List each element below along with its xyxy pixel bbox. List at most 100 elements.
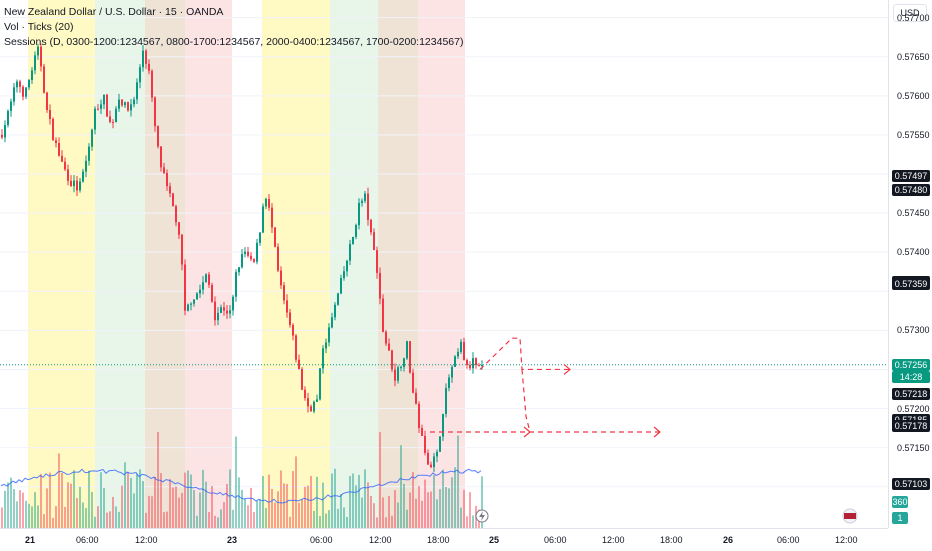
candle-body: [430, 464, 432, 468]
volume-bar: [412, 472, 414, 528]
volume-bar: [115, 506, 117, 528]
volume-bar: [61, 472, 63, 528]
candle-body: [31, 70, 33, 81]
candle-body: [367, 193, 369, 220]
candle-body: [61, 155, 63, 162]
volume-bar: [355, 485, 357, 528]
candle-body: [328, 327, 330, 343]
currency-selector[interactable]: USD: [893, 4, 927, 22]
candle-body: [376, 250, 378, 273]
volume-bar: [439, 489, 441, 528]
volume-bar: [244, 498, 246, 528]
candle-body: [7, 110, 9, 126]
volume-bar: [322, 482, 324, 528]
volume-bar: [430, 491, 432, 528]
volume-bar: [307, 485, 309, 528]
volume-bar: [325, 513, 327, 528]
volume-bar: [181, 492, 183, 528]
time-tick-label: 25: [488, 535, 499, 545]
volume-bar: [247, 505, 249, 528]
volume-bar: [100, 472, 102, 528]
time-tick-label: 23: [226, 535, 237, 545]
session-band: [378, 0, 418, 528]
candle-body: [412, 372, 414, 393]
candle-body: [10, 101, 12, 111]
candle-body: [265, 198, 267, 207]
candle-body: [199, 289, 201, 294]
volume-bar: [256, 500, 258, 528]
volume-bar: [349, 475, 351, 528]
candle-body: [19, 81, 21, 87]
volume-bar: [109, 511, 111, 528]
candle-body: [28, 80, 30, 88]
candle-body: [106, 94, 108, 117]
candle-body: [400, 367, 402, 369]
volume-bar: [10, 477, 12, 528]
volume-bar: [388, 495, 390, 528]
volume-bar: [463, 489, 465, 528]
volume-bar: [406, 509, 408, 528]
candle-body: [70, 180, 72, 187]
volume-bar: [133, 493, 135, 528]
candle-body: [319, 368, 321, 400]
volume-bar: [421, 500, 423, 528]
volume-bar: [358, 474, 360, 528]
candle-body: [433, 456, 435, 468]
candle-body: [163, 167, 165, 174]
candle-body: [37, 46, 39, 56]
candle-body: [427, 452, 429, 465]
session-band: [330, 0, 378, 528]
price-chart[interactable]: [0, 0, 888, 528]
volume-bar: [352, 473, 354, 528]
volume-badge: 1: [892, 512, 908, 524]
volume-bar: [85, 508, 87, 528]
volume-bar: [106, 512, 108, 528]
candle-body: [175, 206, 177, 223]
candle-body: [274, 227, 276, 247]
candle-body: [157, 126, 159, 147]
volume-bar: [394, 490, 396, 528]
candle-body: [478, 365, 480, 367]
candle-body: [145, 50, 147, 64]
candle-body: [340, 278, 342, 294]
candle-body: [133, 99, 135, 105]
flag-stripes: [844, 513, 856, 519]
candle-body: [271, 207, 273, 228]
candle-body: [316, 399, 318, 402]
volume-bar: [70, 483, 72, 528]
volume-bar: [25, 500, 27, 528]
price-badge: 0.57359: [892, 278, 930, 291]
volume-bar: [160, 473, 162, 528]
candle-body: [247, 251, 249, 256]
volume-bar: [88, 470, 90, 528]
candle-body: [169, 186, 171, 194]
candle-body: [130, 104, 132, 111]
price-axis[interactable]: USD 0.57700 0.57650 0.57600 0.57550 0.57450 0…: [888, 0, 932, 528]
volume-bar: [16, 501, 18, 528]
volume-bar: [13, 489, 15, 528]
candle-body: [214, 301, 216, 321]
candle-body: [73, 180, 75, 187]
candle-body: [85, 160, 87, 172]
volume-bar: [151, 496, 153, 528]
volume-bar: [184, 472, 186, 528]
price-tick-label: 0.57450: [897, 208, 930, 219]
candle-body: [469, 364, 471, 369]
candle-body: [259, 232, 261, 243]
volume-bar: [49, 472, 51, 528]
candle-body: [253, 259, 255, 262]
candle-body: [436, 451, 438, 457]
time-axis[interactable]: 21 06:00 12:00 23 06:00 12:00 18:00 25 06:00 12:0…: [0, 528, 888, 551]
candle-body: [322, 348, 324, 369]
volume-bar: [238, 477, 240, 528]
volume-bar: [331, 473, 333, 528]
candle-body: [49, 110, 51, 119]
price-badge: 0.57218: [892, 388, 930, 401]
volume-bar: [148, 495, 150, 528]
price-badge: 0.57497: [892, 170, 930, 183]
volume-bar: [202, 469, 204, 528]
candle-body: [208, 274, 210, 285]
volume-bar: [427, 492, 429, 528]
volume-bar: [31, 506, 33, 528]
candle-body: [121, 99, 123, 106]
